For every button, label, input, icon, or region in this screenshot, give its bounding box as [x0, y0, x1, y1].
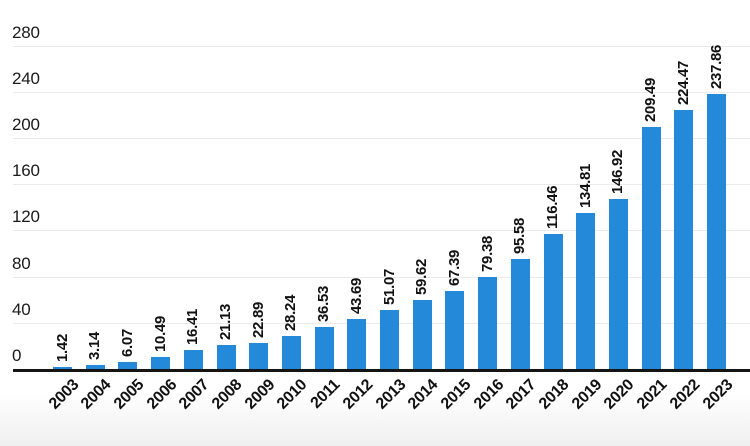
bar — [641, 127, 661, 369]
bar-value-label: 209.49 — [642, 77, 660, 123]
bar — [151, 356, 171, 369]
x-axis-label: 2014 — [405, 376, 442, 413]
bar — [85, 365, 105, 369]
bar-value-label: 10.49 — [151, 315, 169, 352]
x-axis-label: 2021 — [634, 376, 671, 413]
bar — [314, 326, 334, 369]
bar — [249, 342, 269, 369]
x-axis-label: 2019 — [568, 376, 606, 413]
gridline — [13, 91, 750, 93]
bar — [281, 336, 301, 369]
bar — [53, 367, 72, 369]
x-axis-label: 2011 — [307, 376, 344, 413]
bar — [707, 94, 726, 369]
bar-value-label: 146.92 — [609, 150, 627, 195]
bar-value-label: 134.81 — [576, 164, 594, 209]
gridline — [13, 138, 750, 139]
gridline — [13, 45, 750, 47]
x-axis-label: 2018 — [535, 376, 573, 413]
bar-value-label: 21.13 — [217, 303, 235, 340]
x-axis-label: 2010 — [274, 376, 311, 413]
y-axis-label: 280 — [12, 22, 40, 42]
y-axis-label: 240 — [12, 68, 40, 88]
x-axis-label: 2005 — [110, 376, 148, 413]
x-axis-label: 2007 — [176, 376, 213, 413]
bar — [608, 199, 628, 369]
bar — [510, 258, 530, 369]
bar-value-label: 16.41 — [184, 308, 202, 346]
bar — [347, 318, 367, 369]
bar-value-label: 22.89 — [249, 301, 267, 338]
bar-value-label: 116.46 — [544, 186, 562, 230]
x-axis-label: 2015 — [437, 376, 475, 413]
y-axis-label: 0 — [12, 346, 22, 365]
bar-value-label: 79.38 — [478, 236, 496, 273]
x-axis-label: 2023 — [699, 376, 736, 413]
x-axis-label: 2017 — [503, 376, 540, 413]
bar-value-label: 237.86 — [707, 45, 725, 90]
gridline — [13, 276, 750, 278]
gridline — [13, 230, 750, 232]
y-axis-label: 40 — [12, 299, 31, 319]
x-axis-baseline — [13, 369, 750, 372]
x-axis-label: 2012 — [339, 376, 377, 413]
bar-value-label: 67.39 — [446, 250, 464, 287]
x-axis-label: 2020 — [601, 376, 638, 413]
bar-value-label: 51.07 — [380, 268, 398, 305]
bar-value-label: 28.24 — [282, 295, 300, 332]
bar — [576, 213, 596, 369]
x-axis-label: 2004 — [78, 376, 115, 413]
bar-value-label: 3.14 — [86, 332, 104, 361]
bar — [183, 350, 203, 369]
bar-value-label: 43.69 — [347, 277, 365, 314]
y-axis-label: 200 — [12, 115, 40, 134]
x-axis-label: 2016 — [470, 376, 507, 413]
bar — [543, 234, 563, 369]
x-axis-label: 2008 — [208, 376, 246, 413]
bar — [412, 300, 432, 369]
bar-value-label: 6.07 — [119, 328, 137, 357]
bar — [216, 344, 236, 369]
y-axis-label: 120 — [12, 207, 40, 227]
bar — [445, 291, 465, 369]
x-axis-label: 2022 — [666, 376, 704, 413]
x-axis-label: 2013 — [372, 376, 409, 413]
y-axis-label: 80 — [12, 253, 31, 273]
bar-value-label: 95.58 — [511, 217, 529, 254]
bar-value-label: 224.47 — [674, 60, 692, 105]
bar-value-label: 1.42 — [53, 334, 71, 363]
y-axis-label: 160 — [12, 161, 40, 181]
bar — [118, 361, 138, 369]
x-axis-label: 2009 — [241, 376, 279, 413]
bar — [478, 277, 498, 369]
bar — [380, 310, 399, 369]
bar-value-label: 36.53 — [315, 285, 333, 322]
bar-value-label: 59.62 — [413, 259, 431, 296]
bar — [674, 109, 694, 369]
x-axis-label: 2006 — [143, 376, 180, 413]
x-axis-label: 2003 — [45, 376, 82, 413]
gridline — [13, 184, 750, 186]
